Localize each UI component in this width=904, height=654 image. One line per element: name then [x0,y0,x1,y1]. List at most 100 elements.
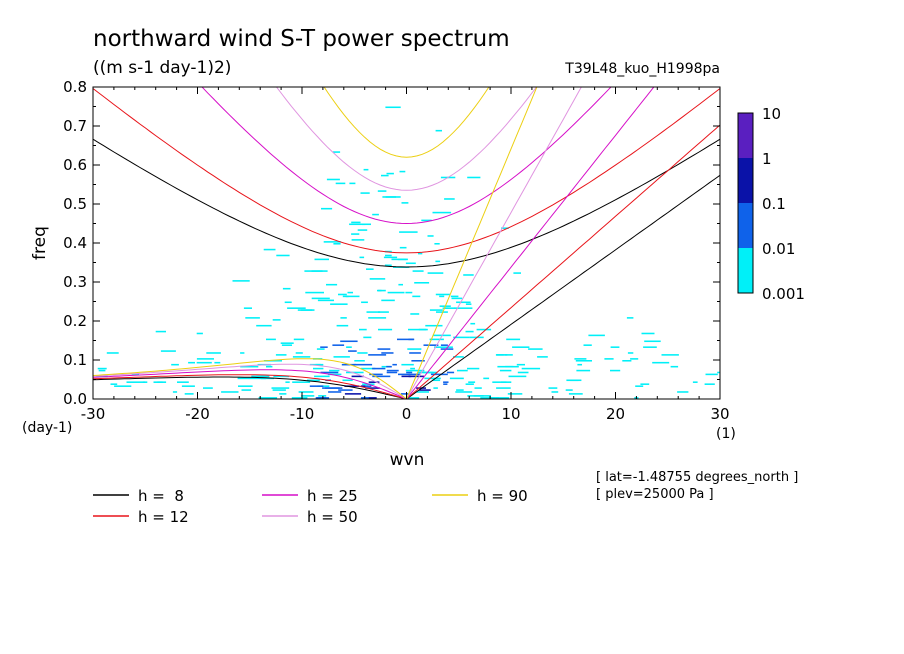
heatmap-cell [160,350,176,352]
heatmap-cell [351,239,365,241]
heatmap-cell [528,348,543,350]
heatmap-cell [368,381,380,383]
heatmap-cell [275,354,287,356]
heatmap-cell [467,176,481,179]
heatmap-cell [397,338,414,341]
rossby-curve-1 [93,374,407,399]
heatmap-cell [291,397,308,399]
heatmap-cell [114,385,132,387]
heatmap-cell [232,280,250,282]
x-tick-label: 0 [402,405,412,423]
heatmap-cell [453,336,470,339]
heatmap-cell [307,379,320,382]
heatmap-cell [652,361,670,364]
inertia-gravity-curve-1 [93,88,720,254]
heatmap-cell [311,297,330,300]
heatmap-cell [305,291,324,294]
y-tick-label: 0.8 [63,78,87,96]
heatmap-cell [345,295,360,298]
heatmap-cell [661,354,679,356]
heatmap-cell [717,371,720,374]
run-label: T39L48_kuo_H1998pa [564,61,720,77]
heatmap-cell [256,375,264,378]
heatmap-cell [692,381,698,383]
dispersion-curves [93,87,720,399]
inertia-gravity-curve-2 [201,87,612,225]
heatmap-cell [333,243,341,245]
legend-label: h = 12 [138,508,189,526]
heatmap-cell [221,391,239,393]
colorbar-swatch [738,158,753,203]
heatmap-cell [377,190,387,192]
heatmap-cell [604,358,614,360]
heatmap-cell [196,358,214,360]
heatmap-cell [521,367,541,370]
heatmap-cell [297,309,315,311]
rossby-curve-3 [93,363,407,399]
heatmap-cell [279,393,287,395]
heatmap-cell [378,311,389,313]
heatmap-cell [311,270,328,272]
heatmap-cell [171,363,179,366]
heatmap-cell [368,317,387,319]
heatmap-cell [332,344,345,346]
heatmap-cell [397,258,408,261]
heatmap-cell [423,371,438,374]
heatmap-cell [340,340,358,343]
heatmap-cell [439,295,445,298]
heatmap-cell [497,365,514,368]
heatmap-cell [495,354,504,356]
heatmap-cell [314,375,330,378]
heatmap-cell [516,363,525,366]
heatmap-cell [398,373,410,376]
heatmap-cell [622,360,632,362]
heatmap-cell [412,270,424,272]
legend-label: h = 50 [307,508,358,526]
x-tick-label: 30 [710,405,729,423]
heatmap-cell [398,283,403,286]
heatmap-cell [410,313,420,315]
heatmap-cell [240,352,245,354]
heatmap-cell [284,301,292,304]
heatmap-cell [377,348,391,350]
heatmap-cell [588,334,605,337]
heatmap-cell [409,352,421,354]
heatmap-cell [499,369,512,372]
heatmap-cell [570,379,579,382]
heatmap-cell [627,352,634,354]
heatmap-cell [435,260,441,263]
heatmap-cell [408,328,427,331]
plot-frame [92,86,721,400]
heatmap-cell [405,291,413,294]
heatmap-cell [483,377,490,380]
heatmap-cell [705,373,718,376]
heatmap-cell [285,381,290,383]
heatmap-cell [465,303,472,305]
colorbar-label: 10 [762,105,781,123]
heatmap-cell [423,344,439,346]
heatmap-cell [414,282,430,284]
heatmap-cell [457,369,468,372]
heatmap-cell [574,358,587,360]
heatmap-cell [276,254,290,257]
heatmap-cell [435,293,451,296]
heatmap-cell [641,332,655,335]
heatmap-cell [366,268,374,270]
heatmap-cell [406,371,413,374]
heatmap-cell [392,363,397,366]
heatmap-cell [281,344,292,346]
heatmap-cell [293,338,305,341]
heatmap-cell [203,387,213,389]
colorbar-label: 1 [762,150,772,168]
heatmap-cell [126,381,145,383]
heatmap-cell [630,358,639,360]
heatmap-cell [362,385,369,387]
heatmap-cell [329,369,340,372]
heatmap-cell [353,363,373,366]
heatmap-cell [576,369,591,372]
heatmap-cell [317,299,334,302]
heatmap-cell [280,342,294,344]
heatmap-cell [381,174,389,177]
heatmap-cell [427,272,444,274]
heatmap-cell [640,383,650,385]
